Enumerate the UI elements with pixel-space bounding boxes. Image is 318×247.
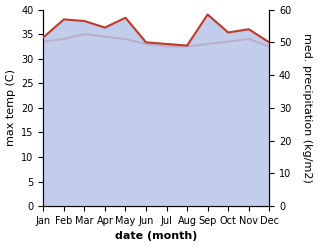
Y-axis label: max temp (C): max temp (C) [5,69,16,146]
Y-axis label: med. precipitation (kg/m2): med. precipitation (kg/m2) [302,33,313,183]
X-axis label: date (month): date (month) [115,231,197,242]
